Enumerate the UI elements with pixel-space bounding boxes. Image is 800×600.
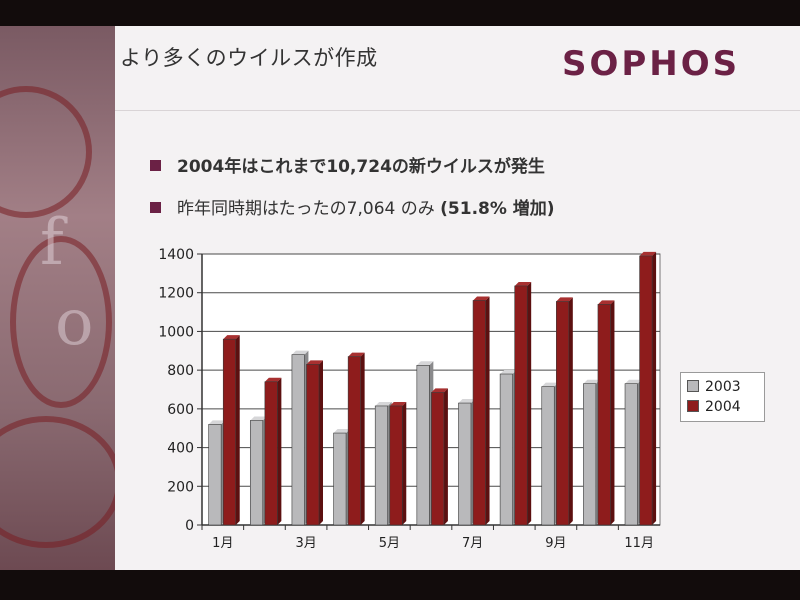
y-tick-label: 800 [167,363,194,379]
bar-top-2003 [333,429,351,434]
bar-side-2004 [360,352,365,525]
bullet-item: 2004年はこれまで10,724の新ウイルスが発生 [150,152,545,177]
bar-2003 [249,420,264,526]
x-tick-label: 1月 [212,536,233,551]
bar-side-2004 [235,335,240,525]
legend-swatch-2004 [687,400,699,412]
bar-top-2004 [639,251,657,256]
bar-top-2003 [625,379,642,384]
y-tick-label: 1200 [158,286,194,302]
bar-side-2004 [485,296,490,525]
chart-legend: 2003 2004 [680,372,765,422]
bar-top-2004 [389,401,407,406]
y-tick-label: 0 [185,518,194,534]
bar-top-2003 [416,361,434,366]
bar-top-2004 [556,297,573,302]
bar-side-2004 [568,297,573,525]
x-tick-label: 5月 [379,536,400,551]
header-divider [115,110,800,111]
bar-top-2003 [291,350,309,355]
bar-2004 [514,285,528,526]
y-tick-label: 1400 [158,247,194,263]
bar-top-2003 [583,379,600,384]
bar-side-2004 [277,377,282,525]
legend-item: 2004 [687,398,741,416]
bar-top-2004 [306,360,323,365]
bar-top-2004 [431,388,448,393]
bar-side-2004 [610,300,615,525]
bar-top-2003 [375,401,392,406]
bar-2003 [291,354,305,526]
slide-title: より多くのウイルスが作成 [120,46,378,70]
bar-2004 [264,381,278,526]
decorative-glyph: f [40,206,64,280]
x-tick-label: 3月 [295,536,316,551]
bar-top-2003 [500,370,517,375]
bar-top-2003 [208,420,226,425]
bar-2003 [333,432,347,526]
bar-top-2003 [250,416,267,421]
legend-swatch-2003 [687,380,699,392]
bar-top-2004 [223,335,240,340]
bar-top-2004 [597,300,615,305]
bar-2004 [472,300,486,526]
x-tick-label: 11月 [624,536,654,551]
x-tick-label: 7月 [462,536,483,551]
bar-top-2004 [514,281,532,286]
bar-side-2004 [443,388,448,525]
decorative-glyph: o [55,286,94,360]
bar-top-2003 [458,399,475,404]
bullet-text: 2004年はこれまで10,724の新ウイルスが発生 [177,157,545,177]
sophos-logo: SOPHOS [562,44,741,84]
bar-top-2003 [541,382,559,387]
bar-2003 [541,386,555,526]
legend-item: 2003 [687,378,741,396]
bar-side-2004 [402,401,407,525]
legend-label: 2003 [705,379,741,395]
bar-2004 [639,255,653,526]
decorative-swirl [10,236,112,408]
bullet-text-emphasis: (51.8% 増加) [440,199,555,219]
bar-2003 [499,373,513,526]
bar-side-2004 [318,360,323,525]
bar-2004 [306,364,320,526]
bar-2004 [222,338,237,526]
bar-2004 [389,405,403,526]
y-tick-label: 1000 [158,324,194,340]
y-tick-label: 400 [167,441,194,457]
x-tick-label: 9月 [545,536,566,551]
bar-2004 [597,304,611,526]
bar-2004 [556,301,570,526]
bar-2003 [458,402,472,526]
bullet-square-icon [150,159,161,171]
y-tick-label: 200 [167,479,194,495]
bar-side-2004 [652,251,657,525]
bar-side-2004 [527,281,532,525]
bar-2003 [374,405,388,526]
decorative-swirl [0,416,115,548]
bar-top-2004 [264,377,282,382]
bar-2004 [431,392,445,526]
legend-label: 2004 [705,399,741,415]
bar-2003 [583,383,597,526]
bullet-item: 昨年同時期はたったの7,064 のみ (51.8% 増加) [150,194,555,219]
decorative-side-strip: f o [0,26,115,570]
bar-top-2004 [473,296,490,301]
bullet-square-icon [150,201,161,213]
bar-top-2004 [348,352,365,357]
y-tick-label: 600 [167,402,194,418]
bar-2004 [347,356,361,526]
bar-2003 [624,383,638,526]
bar-2003 [208,424,222,526]
bar-2003 [416,365,430,526]
bullet-text: 昨年同時期はたったの7,064 のみ [177,199,441,219]
